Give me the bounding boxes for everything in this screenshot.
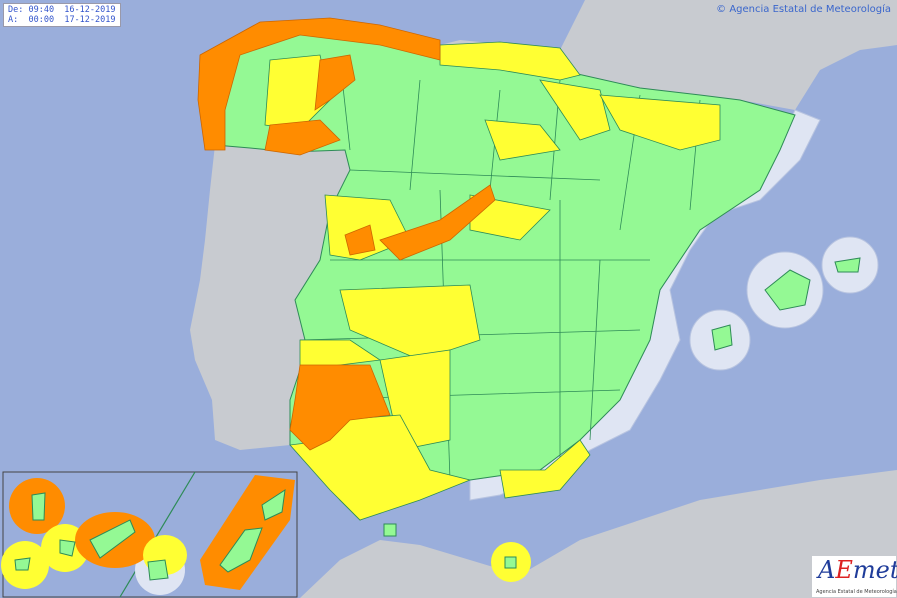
logo-subtitle: Agencia Estatal de Meteorología: [816, 589, 897, 595]
yellow-warning-zones: [264, 41, 721, 521]
credit-text: © Agencia Estatal de Meteorología: [716, 4, 891, 15]
melilla-land: [504, 556, 517, 569]
to-label: A:: [8, 15, 19, 25]
from-value: 09:40 16-12-2019: [28, 5, 116, 15]
aemet-logo: AEmet Agencia Estatal de Meteorología: [812, 556, 897, 597]
france-land: [440, 0, 897, 110]
from-label: De:: [8, 5, 24, 15]
orange-warning-zones: [197, 17, 496, 451]
validity-to: A: 00:00 17-12-2019: [8, 15, 116, 25]
portugal-land: [190, 145, 350, 450]
to-value: 00:00 17-12-2019: [28, 15, 116, 25]
balearic-islands: [711, 257, 861, 351]
africa-land: [300, 470, 897, 598]
canary-islands-inset: [1, 471, 298, 598]
logo-mark: AEmet: [818, 556, 897, 584]
ceuta-land: [383, 523, 397, 537]
validity-from: De: 09:40 16-12-2019: [8, 5, 116, 15]
validity-period: De: 09:40 16-12-2019 A: 00:00 17-12-2019: [3, 3, 121, 27]
